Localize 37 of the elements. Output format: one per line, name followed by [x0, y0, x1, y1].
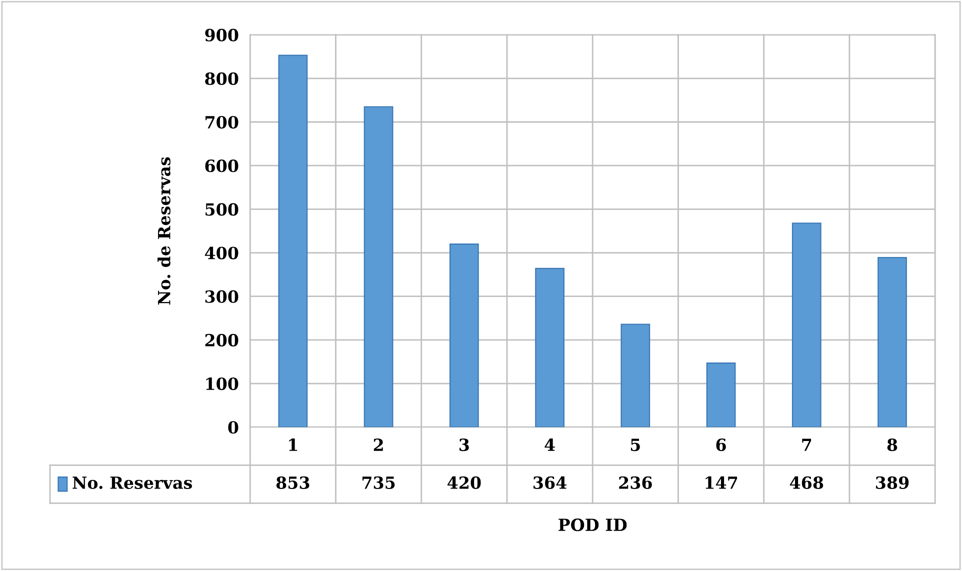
data-label: 389	[876, 476, 909, 489]
data-label: 147	[706, 476, 738, 489]
x-tick-label: 8	[887, 438, 898, 452]
x-tick-label: 4	[544, 438, 555, 451]
y-tick-label: 400	[204, 246, 238, 260]
x-axis-title: POD ID	[558, 518, 627, 532]
x-tick-label: 5	[630, 438, 640, 452]
legend-label: No. Reservas	[72, 476, 192, 489]
bar	[278, 54, 308, 428]
y-tick-label: 700	[206, 116, 238, 129]
x-tick-label: 1	[289, 438, 298, 451]
y-tick-label: 0	[228, 421, 238, 434]
data-label: 735	[362, 476, 395, 489]
y-tick-label: 600	[205, 160, 238, 172]
data-label: 468	[790, 476, 824, 489]
data-label: 236	[619, 476, 652, 489]
x-tick-label: 2	[374, 438, 383, 451]
y-tick-label: 800	[205, 72, 238, 85]
bar	[449, 243, 479, 428]
bar	[620, 324, 650, 428]
bar	[878, 257, 907, 428]
bar	[792, 222, 822, 428]
bar	[535, 268, 564, 428]
data-label: 420	[447, 476, 481, 489]
y-tick-label: 900	[205, 28, 238, 42]
x-tick-label: 7	[802, 438, 812, 451]
bar	[706, 362, 736, 428]
y-tick-label: 500	[206, 203, 238, 216]
y-tick-label: 300	[205, 290, 238, 303]
y-tick-label: 100	[206, 377, 238, 390]
x-tick-label: 3	[460, 438, 469, 452]
y-axis-title: No. de Reservas	[158, 157, 170, 305]
data-label: 853	[276, 476, 310, 489]
x-tick-label: 6	[716, 438, 726, 452]
data-label: 364	[534, 476, 566, 489]
bar	[364, 106, 394, 428]
y-tick-label: 200	[205, 334, 238, 347]
